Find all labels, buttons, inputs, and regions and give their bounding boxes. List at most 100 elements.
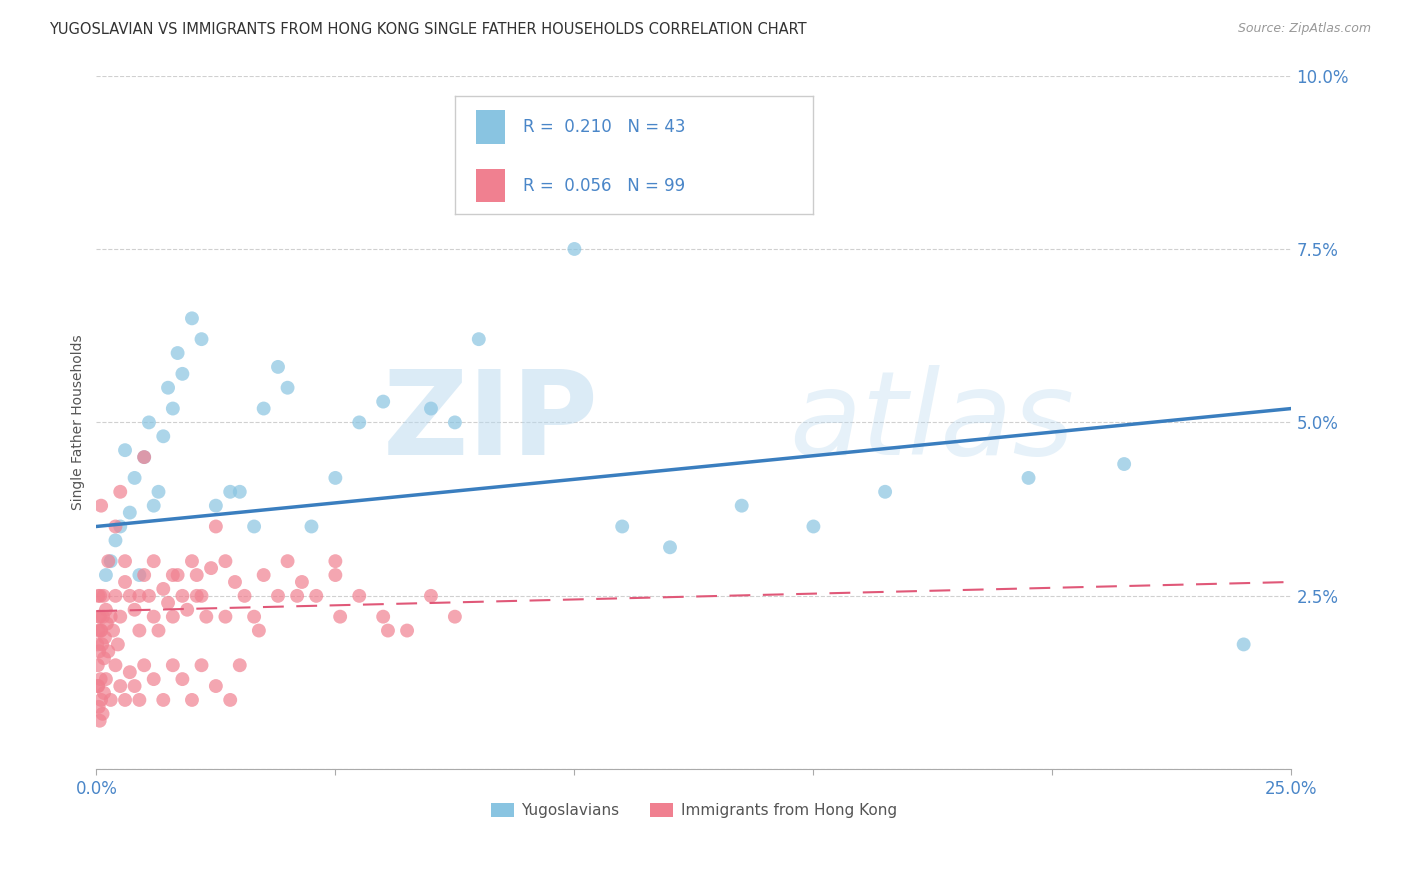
Point — [89, 609, 111, 624]
Point — [142, 672, 165, 686]
Point — [87, 589, 110, 603]
Point — [166, 346, 188, 360]
Point — [325, 568, 347, 582]
Point — [104, 533, 127, 548]
Point — [190, 589, 212, 603]
Point — [305, 589, 328, 603]
Point — [100, 554, 122, 568]
Point — [285, 589, 308, 603]
Point — [114, 574, 136, 589]
Point — [142, 554, 165, 568]
Point — [128, 693, 150, 707]
Point — [128, 568, 150, 582]
Point — [205, 679, 228, 693]
Point — [162, 568, 184, 582]
Point — [803, 519, 825, 533]
Point — [90, 693, 112, 707]
Point — [90, 624, 112, 638]
Point — [89, 589, 111, 603]
Point — [134, 568, 156, 582]
Point — [86, 637, 108, 651]
Point — [564, 242, 586, 256]
Point — [243, 519, 266, 533]
Point — [110, 484, 132, 499]
Point — [1114, 457, 1136, 471]
Point — [420, 589, 443, 603]
Point — [329, 609, 352, 624]
Point — [224, 574, 246, 589]
Point — [91, 637, 114, 651]
Point — [875, 484, 897, 499]
Point — [181, 554, 204, 568]
Point — [444, 416, 467, 430]
Point — [253, 568, 276, 582]
Point — [87, 624, 110, 638]
Point — [373, 609, 395, 624]
Point — [93, 651, 115, 665]
Point — [267, 589, 290, 603]
Point — [444, 609, 467, 624]
Point — [90, 499, 112, 513]
Point — [91, 609, 114, 624]
Point — [731, 499, 754, 513]
Point — [219, 484, 242, 499]
Point — [142, 499, 165, 513]
Point — [181, 311, 204, 326]
Point — [100, 609, 122, 624]
Point — [301, 519, 323, 533]
Point — [233, 589, 256, 603]
Point — [229, 658, 252, 673]
Point — [107, 637, 129, 651]
Point — [89, 714, 111, 728]
Point — [114, 693, 136, 707]
Point — [325, 471, 347, 485]
Point — [89, 644, 111, 658]
Point — [124, 603, 146, 617]
Point — [200, 561, 222, 575]
Point — [277, 381, 299, 395]
Point — [195, 609, 218, 624]
Point — [166, 568, 188, 582]
Point — [162, 609, 184, 624]
Point — [172, 672, 194, 686]
Point — [205, 519, 228, 533]
Point — [277, 554, 299, 568]
Point — [138, 589, 160, 603]
Point — [214, 609, 236, 624]
Point — [148, 624, 170, 638]
Point — [87, 679, 110, 693]
Point — [162, 658, 184, 673]
Point — [205, 499, 228, 513]
Point — [87, 658, 110, 673]
Point — [420, 401, 443, 416]
Point — [157, 596, 180, 610]
Point — [89, 609, 111, 624]
Point — [91, 706, 114, 721]
Point — [181, 693, 204, 707]
Point — [516, 152, 538, 166]
Point — [90, 624, 112, 638]
Point — [104, 658, 127, 673]
Point — [291, 574, 314, 589]
Point — [152, 429, 174, 443]
Point — [172, 367, 194, 381]
Point — [152, 582, 174, 596]
Point — [124, 679, 146, 693]
Point — [325, 554, 347, 568]
Point — [90, 672, 112, 686]
Point — [172, 589, 194, 603]
Point — [219, 693, 242, 707]
Point — [124, 471, 146, 485]
Point — [162, 401, 184, 416]
Point — [87, 699, 110, 714]
Point — [612, 519, 634, 533]
Point — [87, 679, 110, 693]
Point — [118, 506, 141, 520]
Point — [134, 450, 156, 464]
Point — [190, 658, 212, 673]
Point — [253, 401, 276, 416]
Point — [186, 568, 208, 582]
Point — [94, 603, 117, 617]
Point — [396, 624, 419, 638]
Point — [152, 693, 174, 707]
